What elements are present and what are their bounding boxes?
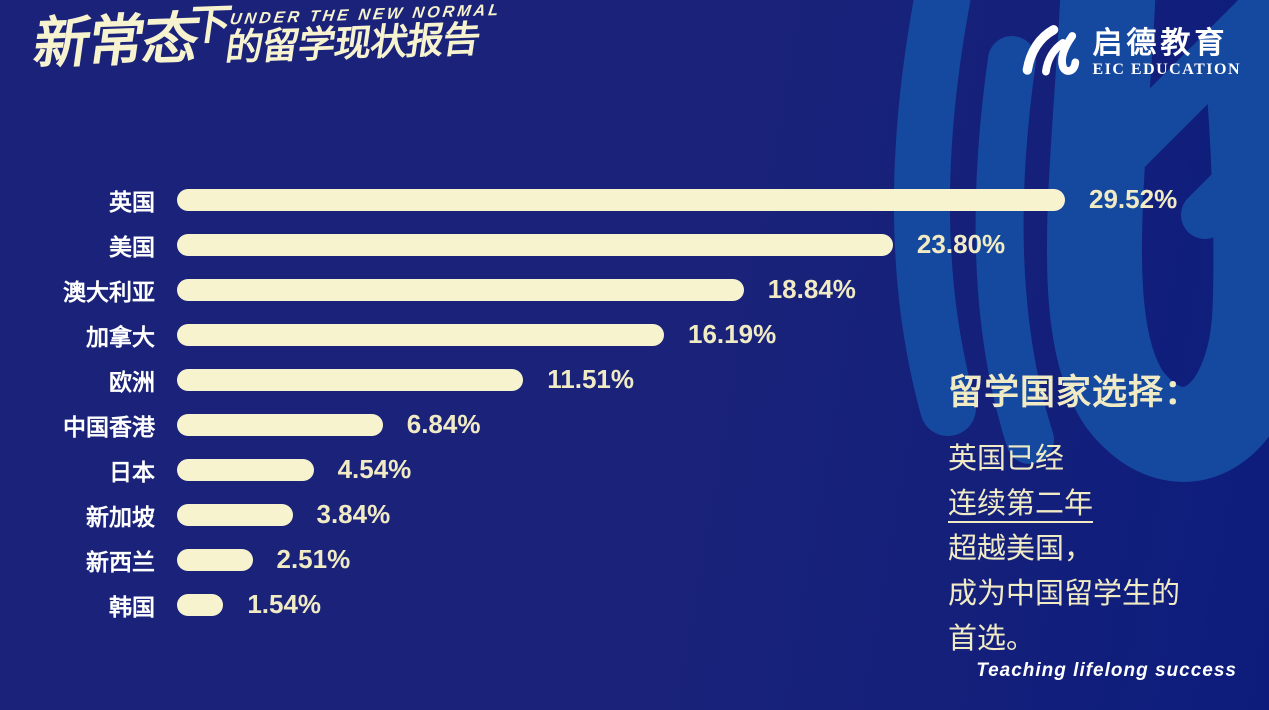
country-label: 新加坡 xyxy=(86,503,155,530)
commentary-line: 首选。 xyxy=(948,623,1036,655)
country-label: 中国香港 xyxy=(63,413,155,440)
chart-row: 中国香港 6.84% xyxy=(28,402,1177,447)
country-label: 澳大利亚 xyxy=(63,278,155,305)
bar-value: 16.19% xyxy=(688,319,777,349)
bar-chart: 英国 29.52% 美国 23.80% 澳大利亚 18.84% 加拿大 16.19% 欧洲 11.… xyxy=(28,177,1177,627)
bar xyxy=(177,188,1065,211)
country-label: 美国 xyxy=(109,233,155,260)
bar-value: 6.84% xyxy=(406,409,481,439)
commentary-line: 英国已经 xyxy=(948,443,1065,475)
logo-name-en: EIC EDUCATION xyxy=(1092,61,1241,79)
bar-value: 3.84% xyxy=(316,499,391,529)
report-title: 新常态 下 UNDER THE NEW NORMAL 的留学现状报告 xyxy=(30,0,503,75)
country-label: 日本 xyxy=(109,458,155,485)
commentary-title: 留学国家选择： xyxy=(948,373,1201,412)
report-title-main: 新常态 xyxy=(29,6,202,75)
country-label: 英国 xyxy=(109,188,155,215)
report-title-rest: 的留学现状报告 xyxy=(223,18,483,69)
chart-row: 欧洲 11.51% xyxy=(28,357,1177,402)
eic-logo-icon xyxy=(1023,25,1080,76)
bar-value: 18.84% xyxy=(767,274,856,304)
bar xyxy=(177,413,383,436)
country-label: 韩国 xyxy=(109,593,155,620)
commentary-line: 成为中国留学生的 xyxy=(948,578,1181,610)
chart-row: 英国 29.52% xyxy=(28,177,1177,222)
logo-name-cn: 启德教育 xyxy=(1092,26,1229,60)
bar-value: 23.80% xyxy=(916,229,1006,259)
chart-row: 日本 4.54% xyxy=(28,447,1177,492)
tagline: Teaching lifelong success xyxy=(976,660,1237,681)
bar xyxy=(177,458,314,481)
chart-row: 新加坡 3.84% xyxy=(28,492,1177,537)
chart-row: 新西兰 2.51% xyxy=(28,537,1177,582)
chart-row: 澳大利亚 18.84% xyxy=(28,267,1177,312)
bar-value: 4.54% xyxy=(337,454,412,484)
bar-value: 1.54% xyxy=(247,589,322,619)
bar-value: 11.51% xyxy=(547,364,634,394)
commentary-line-underlined: 连续第二年 xyxy=(948,488,1094,520)
bar xyxy=(177,548,253,571)
eic-logo: 启德教育 EIC EDUCATION xyxy=(1018,22,1241,84)
commentary: 留学国家选择： 英国已经 连续第二年 超越美国， 成为中国留学生的 首选。 xyxy=(948,364,1248,662)
bar xyxy=(177,593,224,616)
chart-row: 加拿大 16.19% xyxy=(28,312,1177,357)
country-label: 欧洲 xyxy=(109,368,155,395)
bar-value: 29.52% xyxy=(1089,184,1178,214)
bar-value: 2.51% xyxy=(276,544,351,574)
commentary-line: 超越美国， xyxy=(948,533,1094,565)
bar xyxy=(177,368,524,391)
country-label: 加拿大 xyxy=(86,323,155,350)
chart-row: 韩国 1.54% xyxy=(28,582,1177,627)
bar xyxy=(177,233,893,256)
bar xyxy=(177,278,744,301)
country-label: 新西兰 xyxy=(86,548,155,575)
chart-row: 美国 23.80% xyxy=(28,222,1177,267)
bar xyxy=(177,503,293,526)
bar xyxy=(177,323,665,346)
